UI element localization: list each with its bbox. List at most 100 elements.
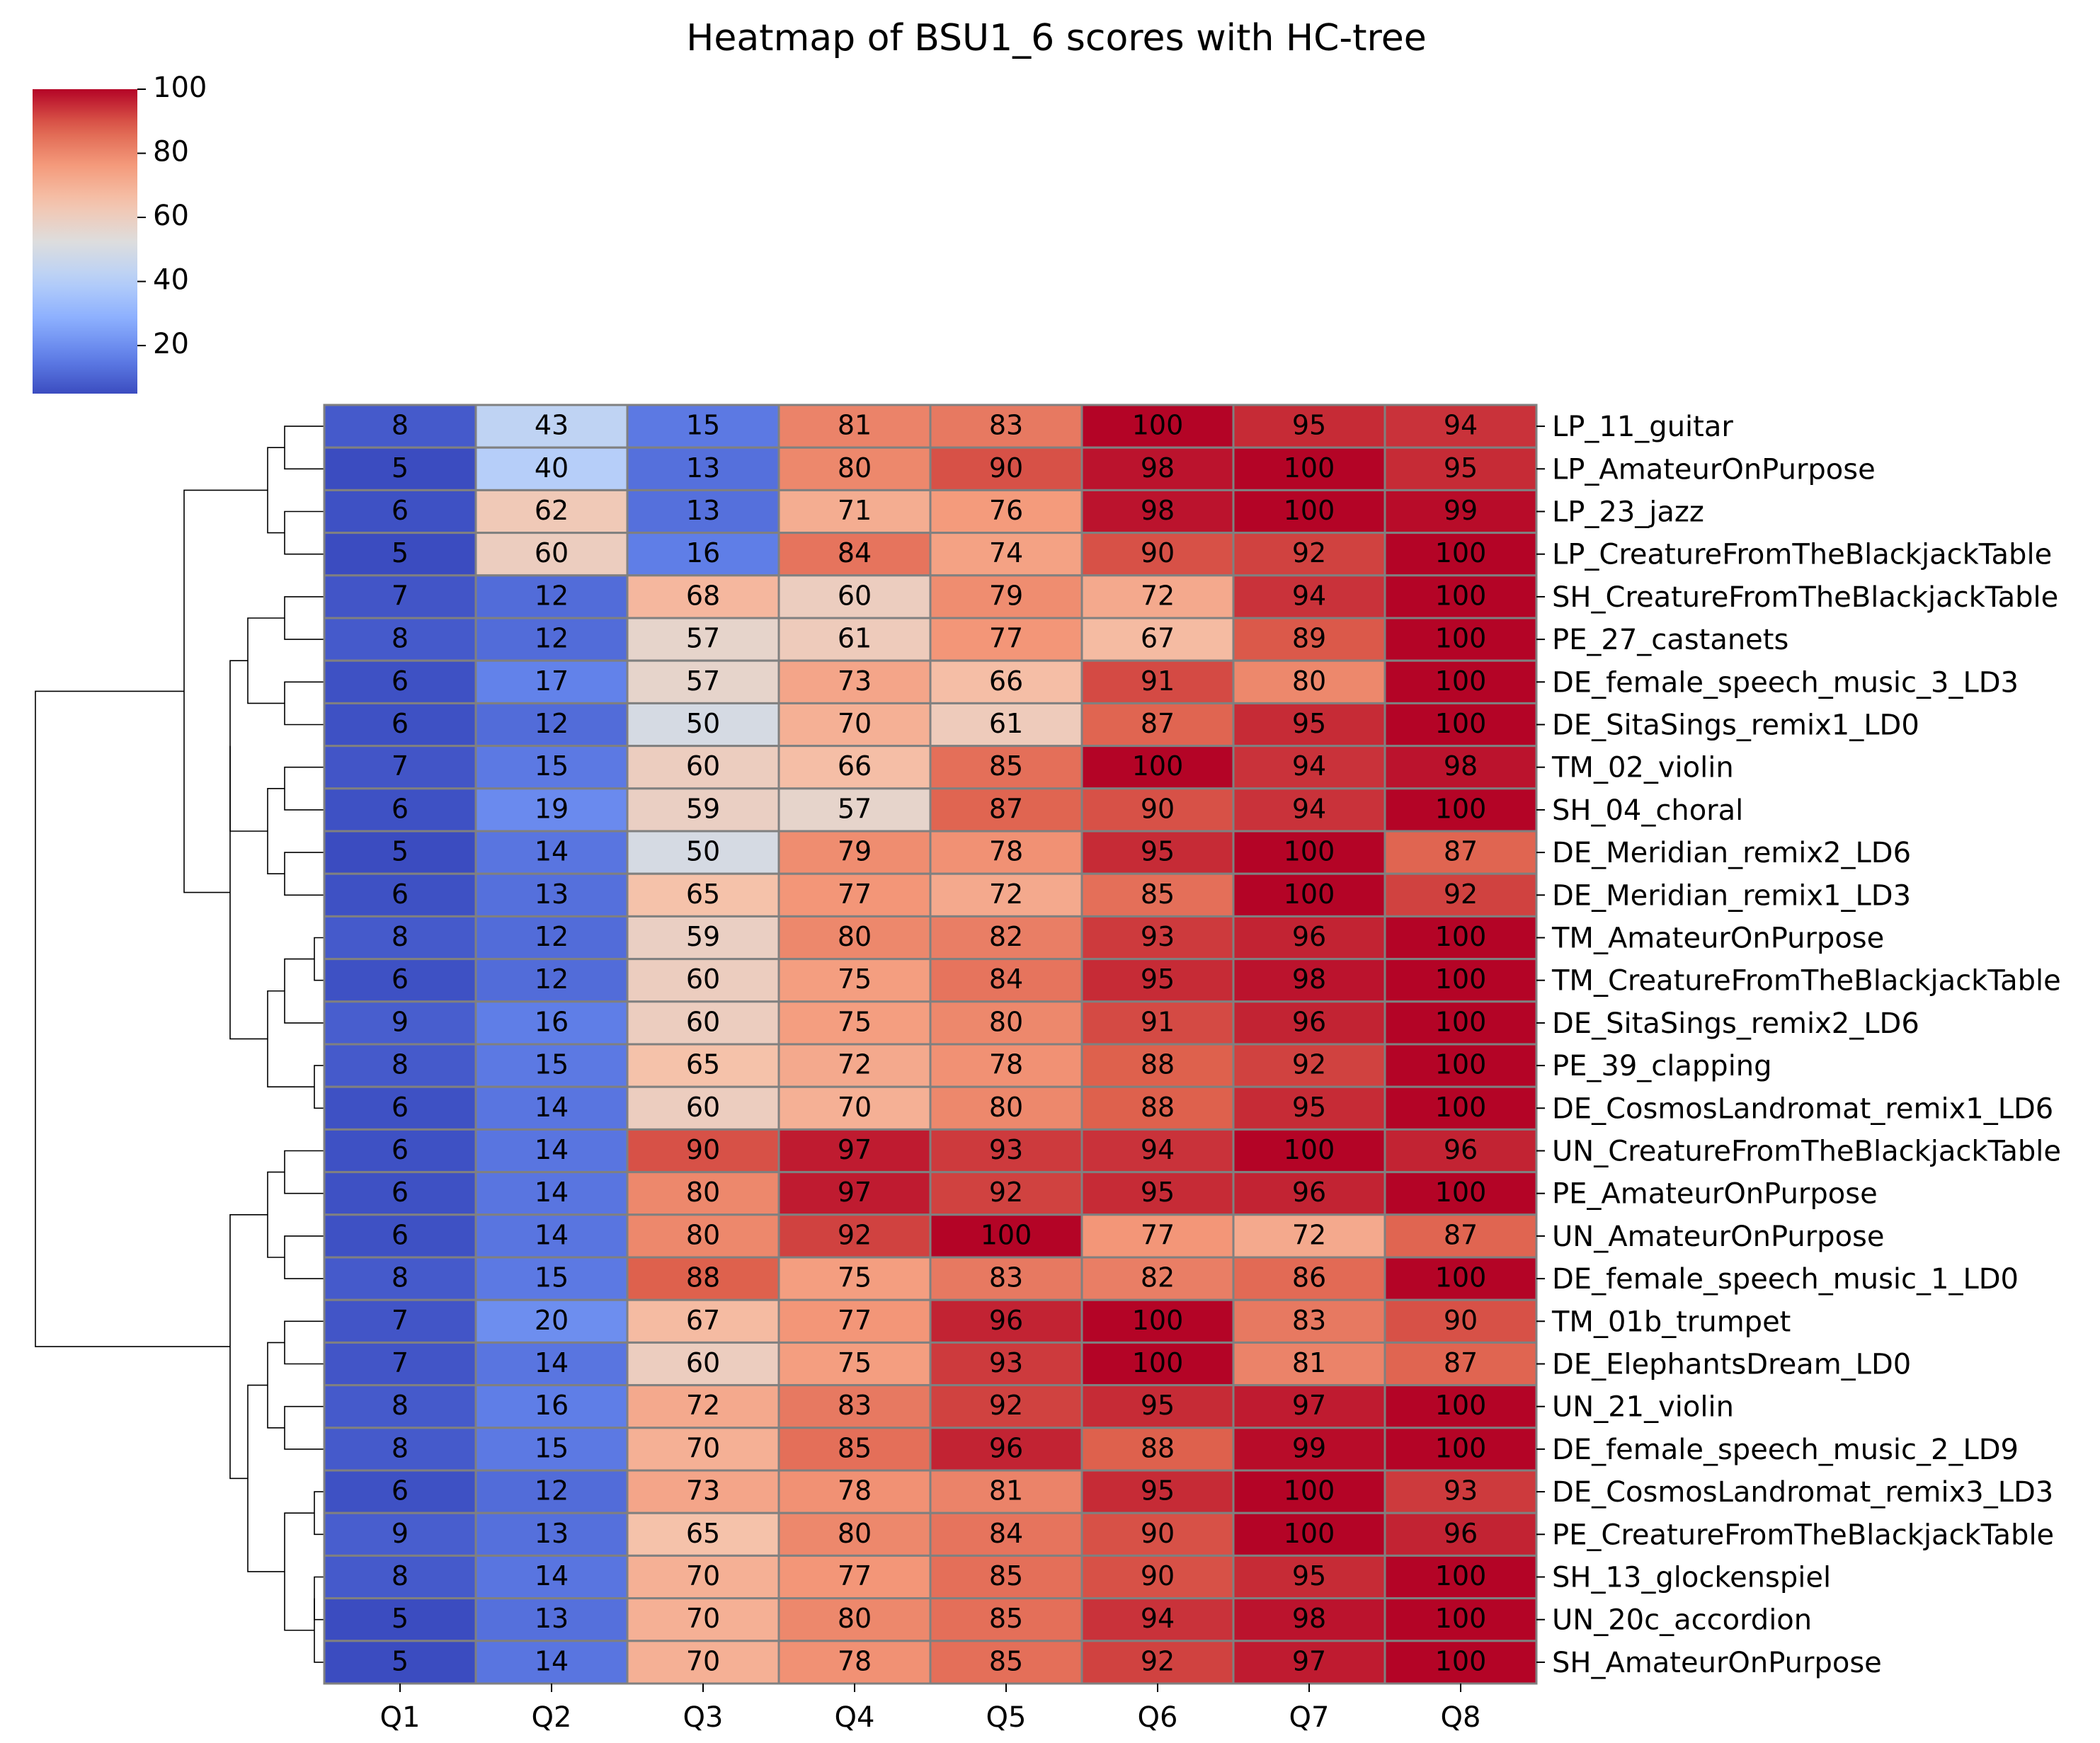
- cell-value-label: 80: [838, 1518, 872, 1549]
- heatmap-cell: [1232, 915, 1386, 961]
- cell-value-label: 95: [1141, 964, 1175, 995]
- cell-value-label: 95: [1444, 452, 1478, 484]
- heatmap-cell: [1383, 1511, 1538, 1557]
- row-label: DE_ElephantsDream_LD0: [1552, 1349, 1911, 1381]
- cell-value-label: 65: [686, 879, 720, 910]
- cell-value-label: 88: [1141, 1049, 1175, 1080]
- cell-value-label: 85: [989, 750, 1023, 782]
- heatmap-cell: [1383, 1043, 1538, 1088]
- cell-value-label: 5: [392, 452, 409, 484]
- cell-value-label: 70: [686, 1645, 720, 1676]
- cell-value-label: 85: [838, 1432, 872, 1463]
- cell-value-label: 90: [1444, 1305, 1478, 1336]
- cell-value-label: 90: [1141, 537, 1175, 568]
- cell-value-label: 99: [1444, 495, 1478, 526]
- cell-value-label: 81: [989, 1475, 1023, 1507]
- cell-value-label: 6: [392, 1475, 409, 1507]
- cell-value-label: 72: [838, 1049, 872, 1080]
- cell-value-label: 77: [838, 1305, 872, 1336]
- heatmap-cell: [1232, 446, 1386, 491]
- heatmap-cell: [777, 659, 932, 704]
- heatmap-cell: [1232, 1256, 1386, 1301]
- heatmap-cell: [1232, 1213, 1386, 1259]
- cell-value-label: 40: [535, 452, 569, 484]
- heatmap-cell: [474, 574, 629, 619]
- cell-value-label: 62: [535, 495, 569, 526]
- heatmap-cell: [1232, 1128, 1386, 1174]
- cell-value-label: 100: [1435, 623, 1487, 654]
- colorbar-tick-label: 100: [153, 72, 207, 104]
- heatmap-cell: [777, 532, 932, 577]
- cell-value-label: 77: [838, 879, 872, 910]
- cell-value-label: 98: [1292, 964, 1326, 995]
- dendrogram-link: [314, 1576, 324, 1621]
- heatmap-cell: [1232, 1085, 1386, 1131]
- cell-value-label: 6: [392, 708, 409, 739]
- heatmap-cell: [323, 872, 477, 918]
- heatmap-cell: [626, 958, 780, 1003]
- cell-value-label: 100: [1132, 1347, 1184, 1378]
- cell-value-label: 8: [392, 1262, 409, 1293]
- cell-value-label: 6: [392, 879, 409, 910]
- dendrogram-link: [284, 958, 324, 1024]
- row-label: DE_SitaSings_remix2_LD6: [1552, 1007, 1919, 1040]
- cell-value-label: 100: [1435, 1603, 1487, 1634]
- heatmap-cell: [1383, 446, 1538, 491]
- heatmap-cell: [474, 1469, 629, 1514]
- heatmap-cell: [1232, 1171, 1386, 1216]
- cell-value-label: 8: [392, 1432, 409, 1463]
- heatmap-cell: [626, 1554, 780, 1600]
- cell-value-label: 73: [838, 665, 872, 697]
- heatmap-cell: [1232, 659, 1386, 704]
- dendrogram-link: [229, 1214, 268, 1480]
- heatmap-cell: [323, 787, 477, 833]
- cell-value-label: 7: [392, 580, 409, 611]
- colorbar: 20 40 60 80 100: [33, 72, 207, 394]
- heatmap-cell: [929, 1469, 1083, 1514]
- cell-value-label: 13: [535, 1603, 569, 1634]
- heatmap-cells: 8 43 15 81 83 100 95 945 40 13 80 90 98 100 956 62 13 71 7…: [323, 404, 1538, 1685]
- cell-value-label: 78: [838, 1645, 872, 1676]
- cell-value-label: 5: [392, 1603, 409, 1634]
- heatmap-cell: [626, 1341, 780, 1387]
- heatmap-cell: [1080, 1640, 1235, 1685]
- cell-value-label: 100: [1435, 1006, 1487, 1037]
- column-label: Q1: [380, 1701, 421, 1734]
- cell-value-label: 77: [989, 623, 1023, 654]
- cell-value-label: 92: [1292, 537, 1326, 568]
- heatmap-cell: [323, 1213, 477, 1259]
- heatmap-cell: [777, 1384, 932, 1429]
- heatmap-cell: [1080, 1128, 1235, 1174]
- cell-value-label: 60: [686, 750, 720, 782]
- cell-value-label: 75: [838, 1006, 872, 1037]
- heatmap-cell: [929, 404, 1083, 449]
- colorbar-tick-label: 60: [153, 200, 189, 232]
- cell-value-label: 100: [1435, 1049, 1487, 1080]
- heatmap-cell: [323, 446, 477, 491]
- column-label: Q5: [986, 1701, 1027, 1734]
- cell-value-label: 98: [1444, 750, 1478, 782]
- cell-value-label: 94: [1292, 750, 1326, 782]
- cell-value-label: 70: [838, 708, 872, 739]
- heatmap-cell: [474, 1298, 629, 1344]
- dendrogram-link: [284, 1150, 324, 1194]
- row-label: DE_female_speech_music_3_LD3: [1552, 666, 2019, 699]
- cell-value-label: 65: [686, 1518, 720, 1549]
- cell-value-label: 88: [1141, 1092, 1175, 1123]
- cell-value-label: 15: [535, 1432, 569, 1463]
- column-label: Q6: [1138, 1701, 1178, 1734]
- cell-value-label: 92: [989, 1177, 1023, 1208]
- cell-value-label: 16: [686, 537, 720, 568]
- cell-value-label: 77: [1141, 1219, 1175, 1250]
- dendrogram-link: [284, 425, 324, 470]
- row-label: DE_SitaSings_remix1_LD0: [1552, 709, 1919, 742]
- cell-value-label: 90: [686, 1134, 720, 1165]
- cell-value-label: 9: [392, 1518, 409, 1549]
- cell-value-label: 100: [1435, 964, 1487, 995]
- cell-value-label: 12: [535, 964, 569, 995]
- row-label: DE_CosmosLandromat_remix1_LD6: [1552, 1092, 2053, 1125]
- cell-value-label: 92: [1444, 879, 1478, 910]
- cell-value-label: 96: [989, 1432, 1023, 1463]
- heatmap-cell: [929, 617, 1083, 662]
